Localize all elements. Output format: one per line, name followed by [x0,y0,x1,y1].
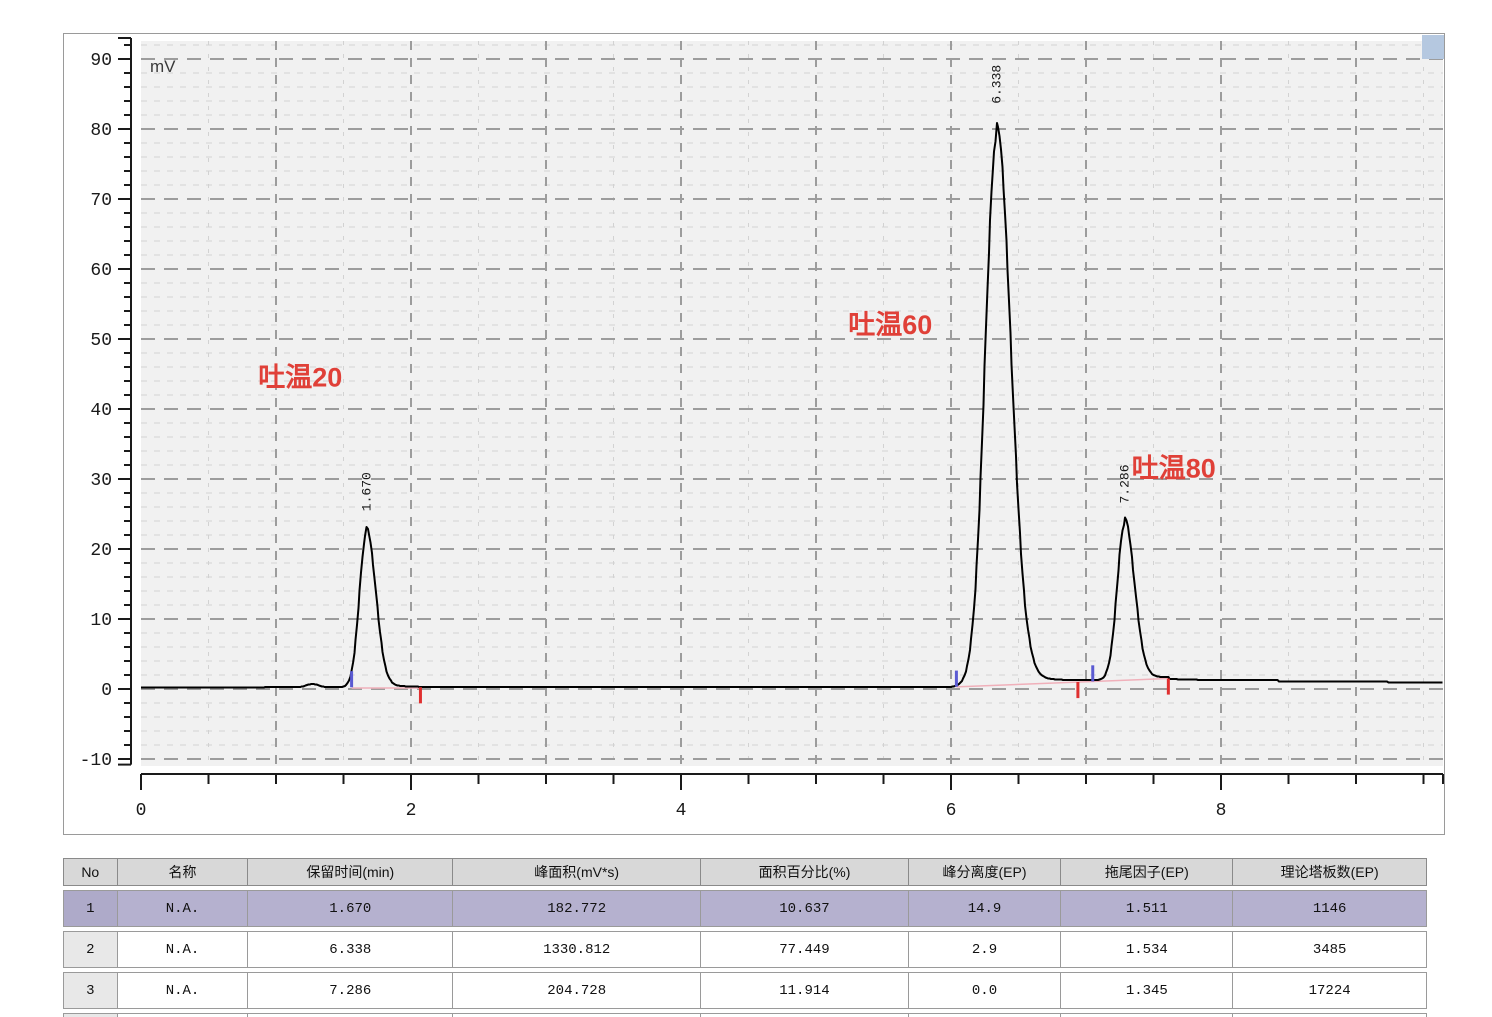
plot-area[interactable] [141,41,1443,766]
column-header-6: 拖尾因子(EP) [1061,858,1234,886]
table-cell: 2.9 [908,931,1062,968]
grid [141,41,1443,766]
table-cell: 1.534 [1061,931,1234,968]
table-cell [1061,1013,1234,1017]
table-cell: 1 [63,890,118,927]
y-tick-label: 40 [90,401,112,421]
peak-results-container: No 名称 保留时间(min) 峰面积(mV*s) 面积百分比(%) 峰分离度(EP) 拖尾… [63,858,1427,1017]
y-tick-label: 50 [90,331,112,351]
y-tick-label: 80 [90,121,112,141]
x-tick-label: 4 [676,801,687,821]
table-cell: 3 [63,972,118,1009]
x-tick-label: 6 [946,801,957,821]
column-header-5: 峰分离度(EP) [908,858,1062,886]
table-cell [908,1013,1062,1017]
table-cell: 3485 [1233,931,1427,968]
y-tick-label: 30 [90,471,112,491]
table-cell: 14.9 [908,890,1062,927]
y-tick-label: 70 [90,191,112,211]
peak-annotation: 吐温60 [848,310,932,340]
table-cell: 1.345 [1061,972,1234,1009]
peak-results-table: No 名称 保留时间(min) 峰面积(mV*s) 面积百分比(%) 峰分离度(EP) 拖尾… [63,858,1427,1017]
y-tick-label: 60 [90,261,112,281]
table-cell: 17224 [1233,972,1427,1009]
column-header-3: 峰面积(mV*s) [453,858,702,886]
table-cell: 0.0 [908,972,1062,1009]
table-cell: 1.670 [248,890,454,927]
table-cell [701,1013,909,1017]
table-cell: 77.449 [701,931,909,968]
y-tick-label: 0 [101,681,112,701]
retention-time-label: 6.338 [990,65,1005,104]
table-cell [453,1013,702,1017]
table-row[interactable]: 1 N.A. 1.670 182.772 10.637 14.9 1.511 1146 [63,890,1427,927]
table-cell: 1146 [1233,890,1427,927]
table-row[interactable]: 3 N.A. 7.286 204.728 11.914 0.0 1.345 17224 [63,972,1427,1009]
column-header-0: No [63,858,118,886]
column-header-7: 理论塔板数(EP) [1233,858,1427,886]
x-tick-label: 2 [406,801,417,821]
table-cell: 2 [63,931,118,968]
peak-annotation: 吐温80 [1132,454,1216,484]
table-cell: 6.338 [248,931,454,968]
table-cell: 11.914 [701,972,909,1009]
x-tick-label: 8 [1216,801,1227,821]
integration-baseline [956,677,1169,688]
table-cell: 1330.812 [453,931,702,968]
peak-annotation: 吐温20 [258,363,342,393]
table-cell: 182.772 [453,890,702,927]
table-header-row: No 名称 保留时间(min) 峰面积(mV*s) 面积百分比(%) 峰分离度(EP) 拖尾… [63,858,1427,886]
column-header-4: 面积百分比(%) [701,858,909,886]
corner-scroll-marker[interactable] [1422,35,1444,59]
table-cell: N.A. [117,931,249,968]
table-row[interactable] [63,1013,1427,1017]
retention-time-label: 1.670 [359,472,374,511]
x-tick-label: 0 [136,801,147,821]
table-cell: N.A. [117,890,249,927]
chromatogram-trace [141,122,1443,689]
table-cell [248,1013,454,1017]
y-tick-label: 90 [90,51,112,71]
table-cell: 1.511 [1061,890,1234,927]
column-header-1: 名称 [117,858,249,886]
y-tick-label: 20 [90,541,112,561]
table-cell: 10.637 [701,890,909,927]
table-row[interactable]: 2 N.A. 6.338 1330.812 77.449 2.9 1.534 3485 [63,931,1427,968]
y-tick-label: 10 [90,611,112,631]
table-cell [1233,1013,1427,1017]
retention-time-label: 7.286 [1118,464,1133,503]
table-cell: 204.728 [453,972,702,1009]
table-cell [117,1013,249,1017]
table-cell: 7.286 [248,972,454,1009]
column-header-2: 保留时间(min) [248,858,454,886]
y-tick-label: -10 [80,751,112,771]
chromatogram-panel: 1.670 6.338 7.286 吐温20 吐温60 吐温80 mV -10 0 10 20 30 4… [63,33,1445,835]
chromatogram-chart: 1.6706.3387.286吐温20吐温60吐温80mV-1001020304… [80,35,1444,821]
table-cell [63,1013,118,1017]
y-axis-unit-label: mV [150,57,176,76]
table-cell: N.A. [117,972,249,1009]
